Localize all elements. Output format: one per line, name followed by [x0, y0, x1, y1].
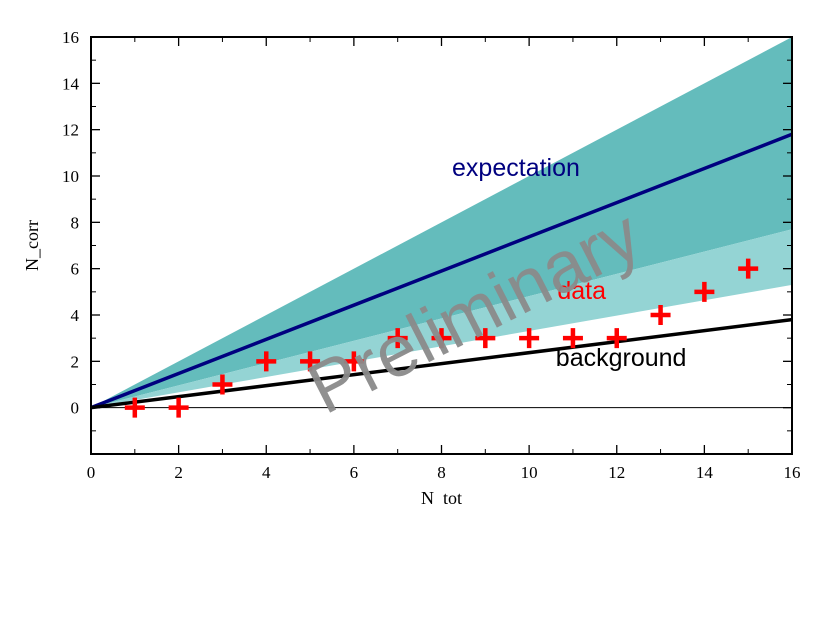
x-tick-label: 0: [87, 463, 96, 482]
x-tick-label: 16: [784, 463, 801, 482]
data-point-8: [431, 328, 452, 349]
x-tick-label: 10: [521, 463, 538, 482]
data-point-5: [300, 351, 321, 372]
data-points: [124, 258, 759, 418]
y-tick-label: 4: [71, 306, 80, 325]
data-point-14: [694, 281, 715, 302]
y-tick-label: 2: [71, 352, 80, 371]
annotation-3: background: [556, 344, 687, 372]
data-point-10: [519, 328, 540, 349]
data-point-3: [212, 374, 233, 395]
data-point-11: [562, 328, 583, 349]
chart-lines: [91, 132, 792, 410]
y-tick-label: 10: [62, 167, 79, 186]
y-tick-label: 16: [62, 28, 79, 47]
y-tick-label: 0: [71, 399, 80, 418]
data-point-15: [738, 258, 759, 279]
data-point-2: [168, 397, 189, 418]
band-0: [91, 37, 792, 408]
x-tick-label: 6: [350, 463, 359, 482]
axis-ticks: 0 2 4 6 8 10 12 14 16 0 2 4 6 8 10 12 14 16: [62, 28, 801, 482]
data-point-12: [606, 328, 627, 349]
y-tick-label: 14: [62, 74, 80, 93]
y-tick-label: 6: [71, 260, 80, 279]
y-tick-label: 12: [62, 121, 79, 140]
y-tick-label: 8: [71, 213, 80, 232]
data-point-4: [256, 351, 277, 372]
x-tick-label: 14: [696, 463, 714, 482]
x-tick-label: 12: [608, 463, 625, 482]
line-1: [91, 317, 792, 410]
annotation-1: expectation: [452, 154, 580, 182]
data-point-1: [124, 397, 145, 418]
x-tick-label: 4: [262, 463, 271, 482]
data-point-6: [343, 351, 364, 372]
line-0: [91, 132, 792, 410]
y-axis-label: N_corr: [22, 220, 42, 271]
annotation-2: data: [557, 277, 606, 305]
data-point-7: [387, 328, 408, 349]
x-axis-label: N tot: [421, 488, 462, 508]
data-point-9: [475, 328, 496, 349]
data-point-13: [650, 305, 671, 325]
annotations: expectation data background: [452, 154, 686, 372]
x-tick-label: 8: [437, 463, 446, 482]
x-tick-label: 2: [174, 463, 183, 482]
